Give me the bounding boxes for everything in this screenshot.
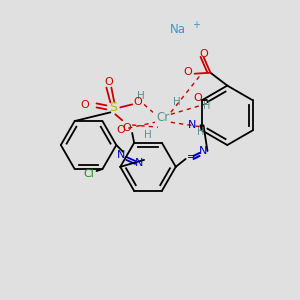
Text: O: O	[183, 67, 192, 77]
Text: +: +	[192, 20, 200, 30]
Text: Na: Na	[170, 22, 186, 36]
Text: N: N	[188, 120, 196, 130]
Text: H: H	[137, 91, 145, 100]
Text: O: O	[134, 98, 142, 107]
Text: S: S	[109, 101, 117, 114]
Text: Cl: Cl	[83, 169, 94, 179]
Text: =: =	[187, 152, 195, 162]
Text: H: H	[144, 130, 152, 140]
Text: O: O	[80, 100, 89, 110]
Text: N: N	[199, 146, 208, 156]
Text: H: H	[203, 101, 210, 111]
Text: N: N	[135, 158, 143, 168]
Text: Cr: Cr	[156, 111, 170, 124]
Text: H: H	[197, 127, 204, 137]
Text: O: O	[104, 76, 113, 87]
Text: H: H	[173, 98, 181, 107]
Text: O: O	[123, 123, 132, 133]
Text: O: O	[193, 94, 202, 103]
Text: O: O	[116, 125, 125, 135]
Text: N: N	[117, 150, 125, 160]
Text: O: O	[199, 49, 208, 59]
